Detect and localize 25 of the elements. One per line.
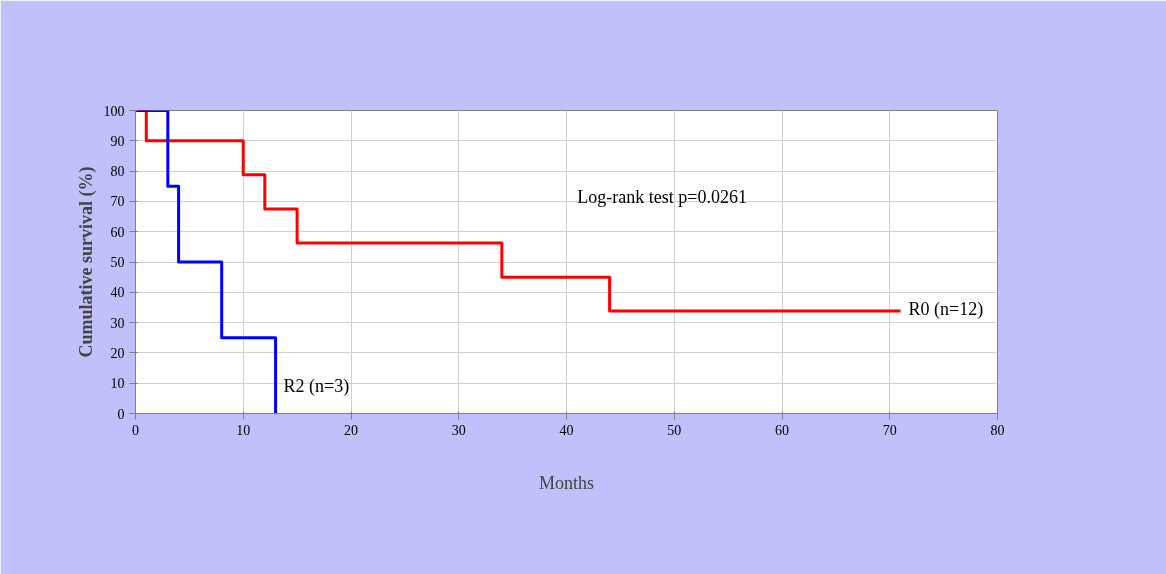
y-tick-label: 100: [103, 103, 125, 119]
x-tick-label: 10: [236, 422, 251, 438]
y-tick-label: 90: [110, 133, 125, 149]
y-tick-label: 0: [117, 406, 125, 422]
x-tick-label: 0: [132, 422, 139, 438]
y-tick-label: 10: [110, 376, 125, 392]
y-tick-label: 80: [110, 164, 125, 180]
annotation: Log-rank test p=0.0261: [577, 187, 747, 208]
x-tick-label: 80: [990, 422, 1005, 438]
y-tick-label: 50: [110, 255, 125, 270]
y-tick-label: 70: [110, 194, 125, 210]
x-tick-label: 50: [667, 422, 682, 438]
x-tick-label: 40: [559, 422, 574, 438]
x-tick-label: 60: [775, 422, 789, 438]
x-tick-label: 70: [882, 422, 897, 438]
series-label: R2 (n=3): [283, 375, 350, 397]
x-tick-label: 30: [451, 422, 466, 438]
series-label: R0 (n=12): [908, 299, 984, 321]
y-tick-label: 20: [110, 345, 125, 361]
y-axis-title: Cumulative survival (%): [75, 166, 97, 358]
y-tick-label: 30: [110, 315, 125, 331]
x-axis-title: Months: [538, 472, 595, 493]
y-tick-label: 40: [110, 285, 125, 301]
x-tick-label: 20: [344, 422, 358, 438]
y-tick-label: 60: [110, 224, 125, 240]
